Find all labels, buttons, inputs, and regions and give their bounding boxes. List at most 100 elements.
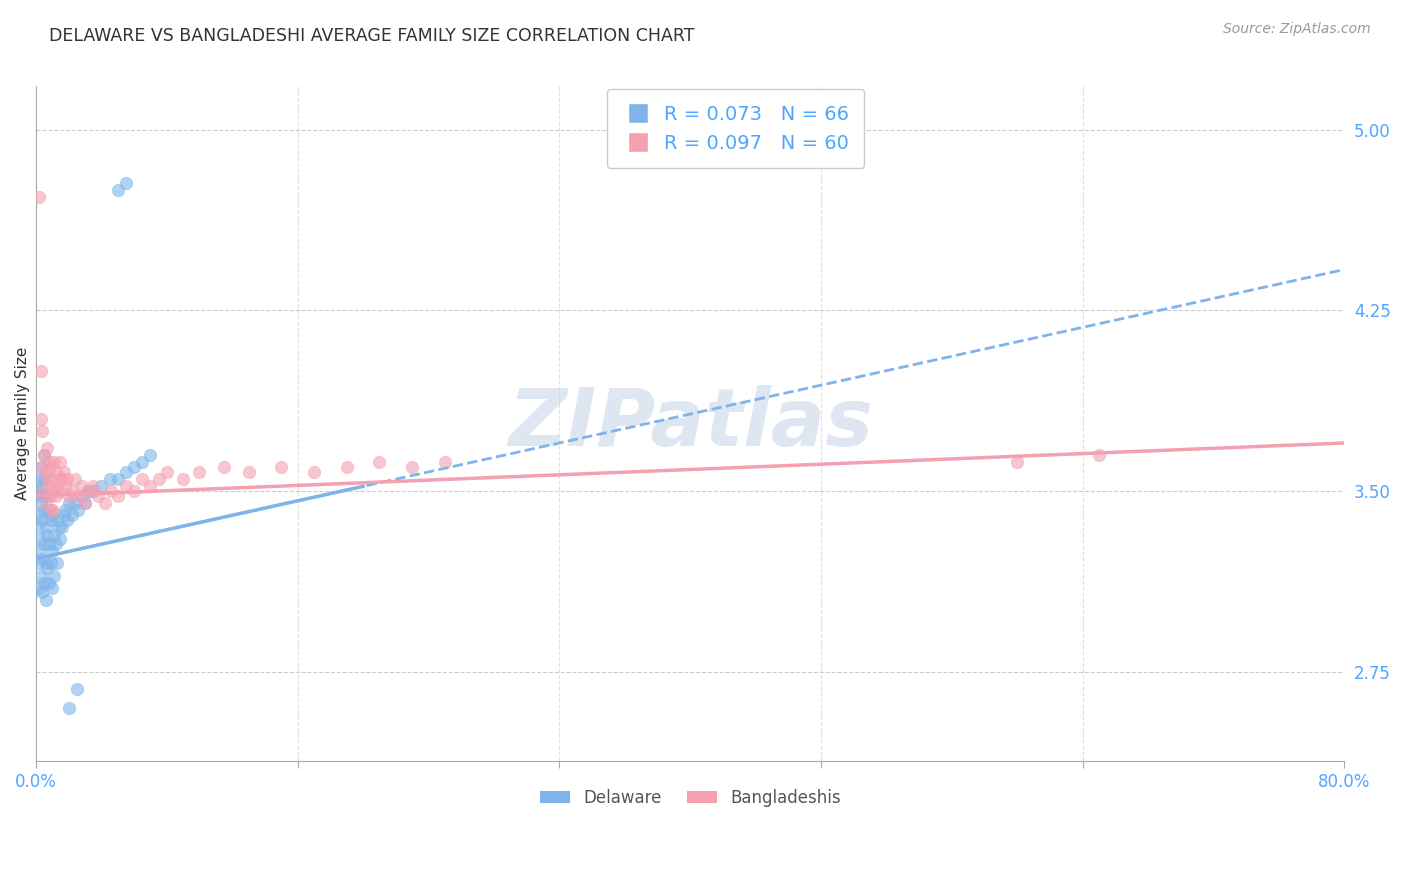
Point	[49, 484, 72, 499]
Point	[41, 472, 63, 486]
Point	[46, 479, 69, 493]
Point	[270, 460, 292, 475]
Point	[37, 527, 59, 541]
Point	[100, 484, 122, 499]
Point	[52, 465, 75, 479]
Y-axis label: Average Family Size: Average Family Size	[15, 347, 31, 500]
Point	[42, 484, 65, 499]
Point	[131, 472, 153, 486]
Point	[63, 472, 86, 486]
Point	[188, 465, 211, 479]
Point	[41, 581, 63, 595]
Point	[73, 496, 96, 510]
Point	[56, 472, 79, 486]
Point	[35, 465, 58, 479]
Point	[31, 513, 53, 527]
Point	[336, 460, 359, 475]
Point	[58, 701, 80, 715]
Point	[30, 460, 52, 475]
Point	[77, 484, 100, 499]
Point	[98, 472, 121, 486]
Text: Source: ZipAtlas.com: Source: ZipAtlas.com	[1223, 22, 1371, 37]
Point	[49, 455, 72, 469]
Point	[1088, 448, 1111, 462]
Point	[49, 533, 72, 547]
Point	[30, 364, 52, 378]
Point	[31, 551, 53, 566]
Point	[37, 489, 59, 503]
Point	[63, 496, 86, 510]
Point	[32, 575, 55, 590]
Point	[238, 465, 260, 479]
Point	[38, 455, 60, 469]
Point	[93, 496, 115, 510]
Point	[122, 460, 145, 475]
Point	[48, 520, 70, 534]
Point	[139, 479, 162, 493]
Point	[32, 448, 55, 462]
Point	[115, 479, 138, 493]
Point	[28, 190, 51, 204]
Point	[30, 489, 52, 503]
Point	[48, 472, 70, 486]
Point	[30, 533, 52, 547]
Point	[39, 460, 62, 475]
Point	[172, 472, 194, 486]
Point	[31, 424, 53, 438]
Point	[45, 537, 67, 551]
Point	[107, 183, 129, 197]
Point	[41, 544, 63, 558]
Point	[30, 568, 52, 582]
Point	[139, 448, 162, 462]
Point	[38, 575, 60, 590]
Point	[73, 496, 96, 510]
Point	[32, 537, 55, 551]
Point	[28, 508, 51, 523]
Point	[32, 472, 55, 486]
Point	[35, 592, 58, 607]
Point	[122, 484, 145, 499]
Point	[401, 460, 423, 475]
Point	[35, 557, 58, 571]
Point	[115, 465, 138, 479]
Point	[37, 441, 59, 455]
Point	[87, 489, 110, 503]
Point	[39, 557, 62, 571]
Point	[148, 472, 170, 486]
Point	[302, 465, 325, 479]
Point	[77, 484, 100, 499]
Point	[58, 496, 80, 510]
Point	[41, 508, 63, 523]
Point	[32, 448, 55, 462]
Point	[1007, 455, 1029, 469]
Point	[38, 479, 60, 493]
Point	[45, 489, 67, 503]
Point	[45, 465, 67, 479]
Point	[82, 479, 104, 493]
Point	[56, 513, 79, 527]
Point	[35, 520, 58, 534]
Point	[27, 520, 49, 534]
Point	[32, 484, 55, 499]
Point	[46, 557, 69, 571]
Point	[433, 455, 456, 469]
Point	[37, 472, 59, 486]
Point	[30, 412, 52, 426]
Point	[53, 503, 76, 517]
Point	[212, 460, 235, 475]
Point	[82, 484, 104, 499]
Point	[28, 544, 51, 558]
Point	[28, 581, 51, 595]
Point	[39, 513, 62, 527]
Point	[52, 508, 75, 523]
Point	[32, 503, 55, 517]
Point	[42, 568, 65, 582]
Point	[38, 503, 60, 517]
Point	[39, 489, 62, 503]
Point	[42, 455, 65, 469]
Point	[42, 527, 65, 541]
Text: ZIPatlas: ZIPatlas	[508, 384, 873, 463]
Point	[90, 479, 112, 493]
Point	[41, 503, 63, 517]
Point	[38, 537, 60, 551]
